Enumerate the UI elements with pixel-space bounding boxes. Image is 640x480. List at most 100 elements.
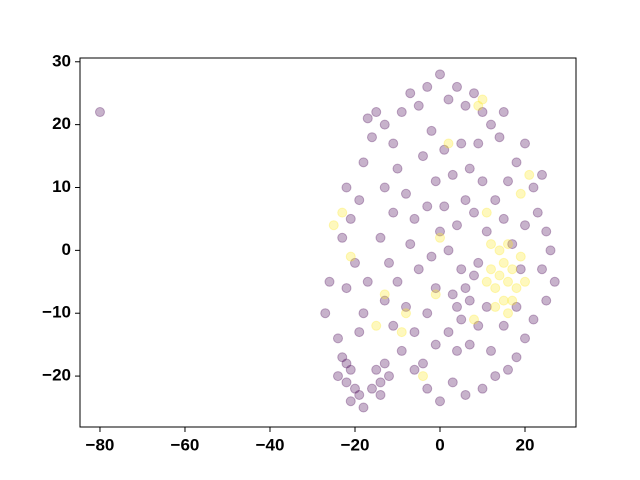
y-tick-label: −20: [42, 366, 71, 385]
scatter-point: [473, 138, 484, 149]
scatter-point: [460, 100, 471, 111]
scatter-point: [324, 276, 335, 287]
scatter-point: [332, 333, 343, 344]
scatter-point: [379, 289, 390, 300]
scatter-point: [519, 138, 530, 149]
scatter-point: [490, 283, 501, 294]
scatter-point: [358, 402, 369, 413]
scatter-point: [498, 213, 509, 224]
plot-frame: [79, 57, 577, 428]
scatter-point: [468, 88, 479, 99]
scatter-point: [485, 345, 496, 356]
scatter-point: [358, 157, 369, 168]
scatter-point: [430, 339, 441, 350]
scatter-point: [451, 345, 462, 356]
scatter-point: [473, 100, 484, 111]
x-tick-label: −40: [256, 435, 285, 454]
scatter-point: [541, 226, 552, 237]
scatter-point: [443, 245, 454, 256]
scatter-point: [345, 396, 356, 407]
scatter-point: [477, 176, 488, 187]
scatter-point: [477, 383, 488, 394]
scatter-point: [341, 182, 352, 193]
scatter-point: [383, 371, 394, 382]
scatter-point: [426, 125, 437, 136]
scatter-point: [549, 276, 560, 287]
scatter-point: [320, 308, 331, 319]
scatter-point: [507, 295, 518, 306]
scatter-point: [473, 320, 484, 331]
scatter-point: [341, 283, 352, 294]
scatter-point: [451, 81, 462, 92]
scatter-point: [460, 195, 471, 206]
scatter-point: [434, 396, 445, 407]
scatter-point: [541, 295, 552, 306]
scatter-point: [396, 345, 407, 356]
scatter-point: [341, 377, 352, 388]
scatter-point: [498, 107, 509, 118]
scatter-point: [379, 358, 390, 369]
x-tick-label: −20: [341, 435, 370, 454]
scatter-point: [481, 207, 492, 218]
scatter-point: [519, 333, 530, 344]
scatter-point: [337, 352, 348, 363]
scatter-point: [443, 138, 454, 149]
scatter-point: [417, 151, 428, 162]
scatter-point: [434, 69, 445, 80]
scatter-point: [332, 371, 343, 382]
y-tick-label: 30: [52, 51, 71, 70]
scatter-point: [498, 320, 509, 331]
y-tick-label: 20: [52, 114, 71, 133]
y-tick-label: −10: [42, 303, 71, 322]
scatter-point: [447, 377, 458, 388]
scatter-point: [413, 100, 424, 111]
scatter-point: [528, 314, 539, 325]
scatter-point: [511, 352, 522, 363]
scatter-point: [443, 327, 454, 338]
scatter-point: [400, 188, 411, 199]
scatter-point: [502, 276, 513, 287]
scatter-point: [511, 283, 522, 294]
scatter-point: [511, 301, 522, 312]
scatter-point: [417, 371, 428, 382]
scatter-point: [502, 308, 513, 319]
scatter-point: [396, 327, 407, 338]
scatter-point: [426, 251, 437, 262]
scatter-point: [392, 276, 403, 287]
scatter-point: [456, 264, 467, 275]
scatter-point: [354, 327, 365, 338]
scatter-point: [477, 94, 488, 105]
scatter-point: [490, 195, 501, 206]
scatter-point: [392, 163, 403, 174]
scatter-point: [375, 232, 386, 243]
scatter-point: [422, 81, 433, 92]
scatter-point: [337, 232, 348, 243]
scatter-point: [481, 301, 492, 312]
scatter-point: [515, 188, 526, 199]
scatter-point: [413, 264, 424, 275]
scatter-point: [422, 383, 433, 394]
scatter-point: [341, 358, 352, 369]
scatter-point: [460, 283, 471, 294]
scatter-point: [502, 239, 513, 250]
scatter-point: [468, 314, 479, 325]
scatter-point: [494, 132, 505, 143]
x-tick-label: −60: [171, 435, 200, 454]
scatter-point: [379, 182, 390, 193]
scatter-point: [362, 276, 373, 287]
scatter-point: [490, 301, 501, 312]
scatter-point: [409, 364, 420, 375]
scatter-point: [379, 295, 390, 306]
scatter-point: [485, 119, 496, 130]
scatter-point: [490, 371, 501, 382]
scatter-point: [366, 132, 377, 143]
y-tick-label: 0: [62, 240, 71, 259]
scatter-point: [447, 289, 458, 300]
scatter-point: [536, 264, 547, 275]
scatter-point: [464, 339, 475, 350]
scatter-point: [371, 320, 382, 331]
scatter-point: [375, 389, 386, 400]
scatter-point: [383, 257, 394, 268]
scatter-point: [545, 245, 556, 256]
